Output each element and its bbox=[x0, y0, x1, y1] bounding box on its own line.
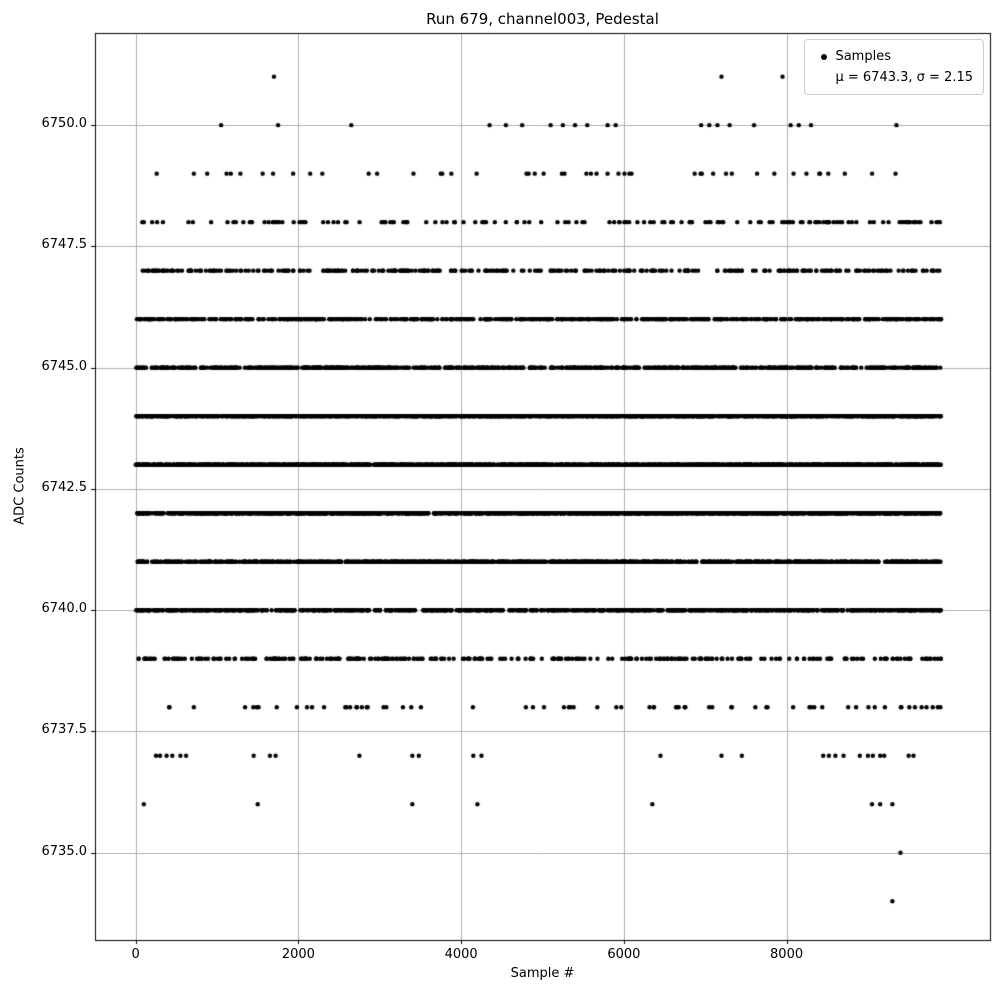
x-tick-label: 0 bbox=[131, 947, 140, 962]
x-tick-label: 2000 bbox=[281, 947, 315, 962]
y-tick-label: 6750.0 bbox=[41, 116, 88, 132]
legend-label-samples: Samples bbox=[835, 49, 891, 64]
y-tick-label: 6747.5 bbox=[41, 237, 88, 253]
y-tick-label: 6737.5 bbox=[41, 722, 88, 738]
legend-row-stats: μ = 6743.3, σ = 2.15 bbox=[813, 67, 973, 88]
y-tick-label: 6745.0 bbox=[41, 358, 88, 374]
x-tick-label: 4000 bbox=[444, 947, 478, 962]
x-tick-label: 6000 bbox=[607, 947, 641, 962]
y-tick-label: 6742.5 bbox=[41, 479, 88, 495]
samples-marker-icon bbox=[813, 46, 835, 67]
legend-label-stats: μ = 6743.3, σ = 2.15 bbox=[835, 70, 973, 85]
y-tick-label: 6740.0 bbox=[41, 601, 88, 617]
y-tick-label: 6735.0 bbox=[41, 843, 88, 859]
legend: Samples μ = 6743.3, σ = 2.15 bbox=[804, 39, 984, 95]
y-axis-label: ADC Counts bbox=[12, 447, 28, 525]
x-tick-label: 8000 bbox=[770, 947, 804, 962]
x-axis-label: Sample # bbox=[510, 966, 575, 981]
legend-row-samples: Samples bbox=[813, 46, 973, 67]
